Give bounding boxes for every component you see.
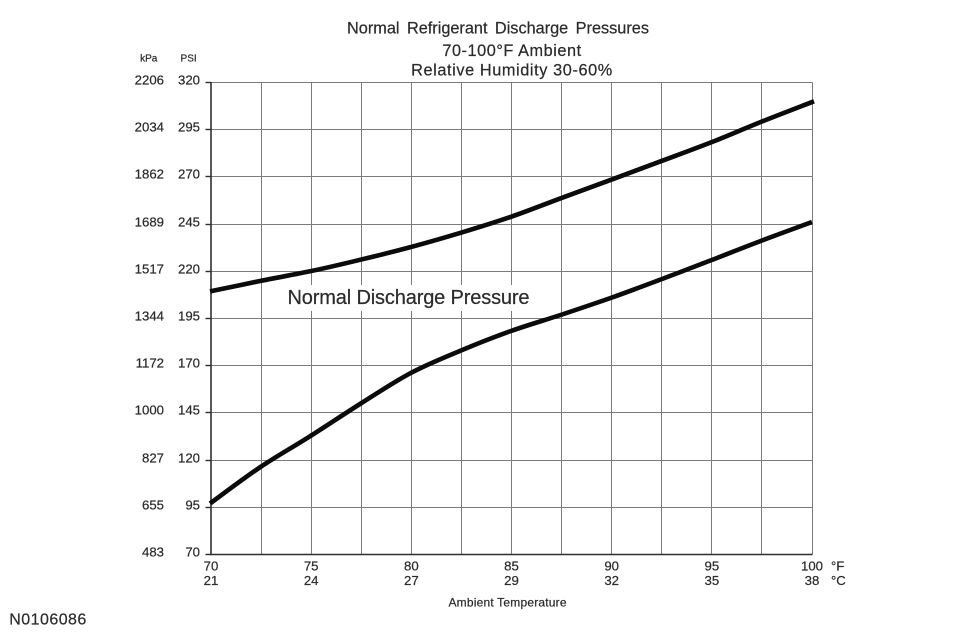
svg-text:38: 38: [805, 573, 820, 588]
svg-text:21: 21: [204, 573, 219, 588]
svg-text:°C: °C: [831, 573, 846, 588]
svg-text:27: 27: [404, 573, 419, 588]
svg-text:90: 90: [604, 559, 619, 574]
svg-text:80: 80: [404, 559, 419, 574]
svg-text:170: 170: [178, 356, 200, 371]
svg-text:Relative Humidity 30-60%: Relative Humidity 30-60%: [411, 61, 613, 79]
svg-text:195: 195: [178, 309, 200, 324]
svg-text:100: 100: [801, 559, 823, 574]
svg-text:29: 29: [504, 573, 519, 588]
svg-text:827: 827: [142, 451, 164, 466]
svg-text:°F: °F: [831, 559, 844, 574]
svg-text:1689: 1689: [135, 215, 164, 230]
svg-text:655: 655: [142, 498, 164, 513]
svg-text:24: 24: [304, 573, 319, 588]
svg-text:145: 145: [178, 403, 200, 418]
svg-text:320: 320: [178, 73, 200, 88]
svg-text:35: 35: [704, 573, 719, 588]
svg-text:70: 70: [204, 559, 219, 574]
svg-text:Ambient Temperature: Ambient Temperature: [448, 595, 566, 609]
svg-text:95: 95: [704, 559, 719, 574]
svg-text:1344: 1344: [135, 309, 164, 324]
svg-text:95: 95: [185, 498, 200, 513]
svg-text:1862: 1862: [135, 167, 164, 182]
svg-text:Normal Discharge Pressure: Normal Discharge Pressure: [288, 287, 530, 309]
svg-text:270: 270: [178, 167, 200, 182]
svg-text:75: 75: [304, 559, 319, 574]
svg-text:1000: 1000: [135, 403, 164, 418]
svg-text:120: 120: [178, 451, 200, 466]
svg-text:1517: 1517: [135, 262, 164, 277]
svg-text:85: 85: [504, 559, 519, 574]
svg-text:1172: 1172: [136, 356, 164, 371]
svg-text:245: 245: [178, 215, 200, 230]
svg-text:70-100°F Ambient: 70-100°F Ambient: [442, 42, 581, 60]
svg-text:2034: 2034: [135, 120, 164, 135]
svg-text:32: 32: [604, 573, 619, 588]
svg-text:2206: 2206: [135, 73, 164, 88]
svg-text:kPa: kPa: [140, 54, 158, 65]
svg-text:295: 295: [178, 120, 200, 135]
svg-text:N0106086: N0106086: [9, 612, 86, 629]
svg-text:220: 220: [178, 262, 200, 277]
svg-text:483: 483: [142, 545, 164, 560]
svg-text:70: 70: [185, 545, 200, 560]
svg-text:PSI: PSI: [181, 54, 197, 65]
svg-text:Normal Refrigerant Discharge: Normal Refrigerant Discharge Pressures: [347, 19, 649, 37]
